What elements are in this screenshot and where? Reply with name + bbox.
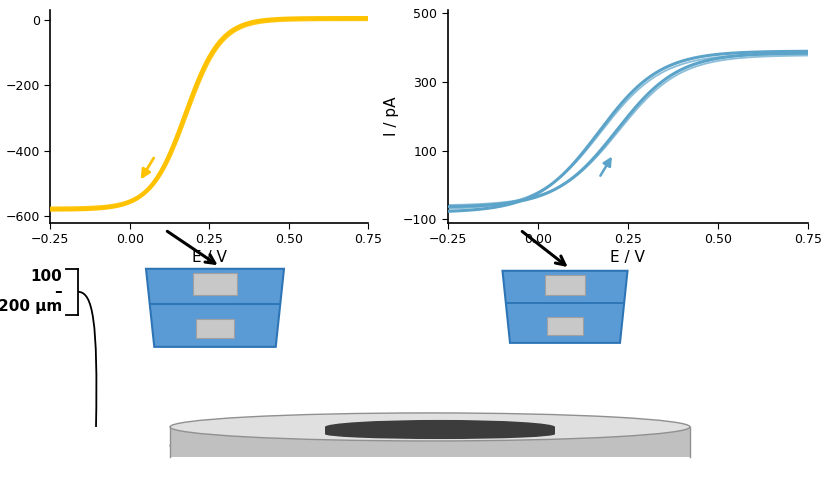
Ellipse shape xyxy=(324,420,554,434)
Bar xyxy=(196,319,234,338)
Bar xyxy=(547,317,582,335)
Polygon shape xyxy=(502,271,627,343)
Text: –: – xyxy=(54,284,62,299)
Ellipse shape xyxy=(170,413,689,441)
X-axis label: E / V: E / V xyxy=(191,250,227,265)
Bar xyxy=(170,427,689,457)
Text: 100: 100 xyxy=(30,269,62,284)
Ellipse shape xyxy=(324,429,554,439)
Text: 200 μm: 200 μm xyxy=(0,299,62,314)
Polygon shape xyxy=(145,269,283,347)
Y-axis label: I / pA: I / pA xyxy=(0,97,2,136)
Bar xyxy=(544,275,584,295)
Bar xyxy=(324,427,554,434)
Ellipse shape xyxy=(170,437,689,455)
X-axis label: E / V: E / V xyxy=(609,250,645,265)
Bar xyxy=(192,273,237,295)
Y-axis label: I / pA: I / pA xyxy=(384,97,399,136)
